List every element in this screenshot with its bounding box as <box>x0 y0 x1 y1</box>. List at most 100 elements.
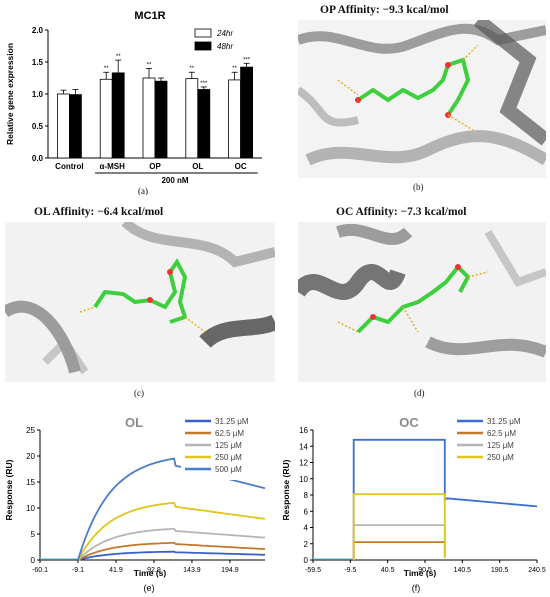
chart-e-ytick-label: 20 <box>26 452 35 461</box>
chart-a-bar <box>99 78 113 159</box>
chart-a-ytick-label: 2.0 <box>32 26 44 35</box>
chart-e-ylabel: Response (RU) <box>4 459 14 520</box>
chart-f-legend-box <box>453 416 537 468</box>
chart-f-xtick-label: -59.5 <box>305 567 321 574</box>
chart-e-series-line <box>77 541 266 561</box>
chart-a-legend-label: 48hr <box>217 42 233 51</box>
chart-a-ytick-label: 1.0 <box>32 90 44 99</box>
chart-f-ytick-label: 16 <box>299 426 308 435</box>
chart-e-series-line <box>77 501 266 561</box>
chart-f-series-line <box>352 493 446 560</box>
chart-f-ytick-label: 14 <box>299 442 308 451</box>
chart-a-category-label: OP <box>149 162 161 171</box>
chart-f-xtick-label: -9.5 <box>344 567 356 574</box>
panel-c-label: (c) <box>134 388 144 398</box>
chart-f-ylabel: Response (RU) <box>281 459 291 520</box>
chart-e-xtick-label: -60.1 <box>32 567 48 574</box>
chart-e-ytick-label: 15 <box>26 478 35 487</box>
chart-e-legend-label: 62.5 μM <box>215 429 244 438</box>
chart-e-ytick-label: 10 <box>26 504 35 513</box>
chart-e-ytick-label: 25 <box>26 426 35 435</box>
chart-a-ytick-label: 0.5 <box>32 122 44 131</box>
chart-e-legend-label: 125 μM <box>215 441 242 450</box>
panel-d-label: (d) <box>414 388 425 398</box>
chart-f-xtick-label: 190.5 <box>491 567 509 574</box>
chart-a-bar <box>240 66 254 159</box>
chart-f-xtick-label: 90.5 <box>418 567 432 574</box>
chart-a-significance: ** <box>189 66 194 72</box>
chart-a-significance: *** <box>200 81 208 87</box>
ol-spr-chart: OL Response (RU) Time (s) 0 5 10 15 20 25 -60.… <box>4 415 266 593</box>
panel-b-title: OP Affinity: −9.3 kcal/mol <box>320 4 449 16</box>
chart-a-significance: ** <box>147 62 152 68</box>
panel-b-label: (b) <box>413 182 424 192</box>
panel-d-title: OC Affinity: −7.3 kcal/mol <box>336 206 467 218</box>
chart-a-category-label: OL <box>192 162 203 171</box>
oc-docking-image <box>298 222 546 382</box>
panel-a-label: (a) <box>138 186 148 195</box>
chart-a-legend-swatch <box>194 28 212 38</box>
chart-a-ytick-label: 0.0 <box>32 154 44 163</box>
chart-a-category-label: OC <box>235 162 247 171</box>
op-docking-image <box>298 20 546 178</box>
chart-f-ytick-label: 6 <box>304 507 309 516</box>
chart-a-significance: ** <box>104 66 109 72</box>
chart-e-legend-label: 31.25 μM <box>215 417 249 426</box>
chart-a-category-label: Control <box>55 162 83 171</box>
chart-a-significance: *** <box>243 57 251 63</box>
chart-f-ytick-label: 10 <box>299 475 308 484</box>
chart-e-series-line <box>77 550 266 561</box>
chart-e-xlabel: Time (s) <box>134 568 167 578</box>
chart-a-bar <box>142 77 156 159</box>
chart-a-bar <box>228 79 242 159</box>
ol-docking-image <box>5 222 275 382</box>
chart-e-title: OL <box>125 415 143 430</box>
chart-e-legend-label: 250 μM <box>215 453 242 462</box>
chart-e-ytick-label: 0 <box>31 556 36 565</box>
chart-f-xlabel: Time (s) <box>404 568 437 578</box>
chart-a-bar <box>185 78 199 159</box>
chart-e-xtick-label: 143.9 <box>183 567 201 574</box>
chart-f-legend-label: 31.25 μM <box>487 417 521 426</box>
chart-e-xtick-label: 92.9 <box>147 567 161 574</box>
chart-f-ytick-label: 12 <box>299 459 308 468</box>
chart-f-series-line <box>352 438 538 560</box>
chart-e-ytick-label: 5 <box>31 530 36 539</box>
mc1r-bar-chart: MC1R Relative gene expression 0.0 0.5 1.0 1… <box>5 10 262 195</box>
chart-e-xtick-label: 194.9 <box>221 567 239 574</box>
panel-c-title: OL Affinity: −6.4 kcal/mol <box>34 206 164 218</box>
panel-f-label: (f) <box>412 583 421 593</box>
chart-f-series-line <box>352 541 446 560</box>
chart-f-xtick-label: 240.5 <box>528 567 546 574</box>
chart-e-xtick-label: -9.1 <box>72 567 84 574</box>
chart-f-ytick-label: 0 <box>304 556 309 565</box>
chart-a-group-label: 200 nM <box>161 176 188 185</box>
chart-f-legend-label: 62.5 μM <box>487 429 516 438</box>
chart-a-ytick-label: 1.5 <box>32 58 44 67</box>
chart-f-xtick-label: 40.5 <box>381 567 395 574</box>
chart-f-legend-label: 250 μM <box>487 453 514 462</box>
chart-a-bar <box>154 80 168 159</box>
chart-e-legend-label: 500 μM <box>215 465 242 474</box>
chart-f-ytick-label: 4 <box>304 524 309 533</box>
chart-a-bar <box>197 89 211 159</box>
chart-a-category-label: α-MSH <box>100 162 126 171</box>
chart-a-legend-label: 24hr <box>216 29 233 38</box>
chart-a-bar <box>69 94 82 159</box>
chart-f-ytick-label: 8 <box>304 491 309 500</box>
chart-a-title: MC1R <box>134 10 165 22</box>
chart-a-significance: ** <box>116 54 121 60</box>
chart-a-significance: ** <box>232 66 237 72</box>
chart-a-bar <box>111 72 125 159</box>
chart-e-xtick-label: 41.9 <box>109 567 123 574</box>
chart-a-legend-swatch <box>194 41 212 51</box>
chart-a-bar <box>57 93 70 159</box>
chart-e-series-line <box>77 527 266 561</box>
chart-a-ylabel: Relative gene expression <box>5 43 15 145</box>
chart-f-xtick-label: 140.5 <box>454 567 472 574</box>
panel-e-label: (e) <box>144 583 155 593</box>
chart-f-title: OC <box>399 415 419 430</box>
chart-f-ytick-label: 2 <box>304 540 309 549</box>
chart-f-legend-label: 125 μM <box>487 441 514 450</box>
oc-spr-chart: OC Response (RU) Time (s) 0 2 4 6 8 10 12 14 16 -… <box>281 415 546 593</box>
